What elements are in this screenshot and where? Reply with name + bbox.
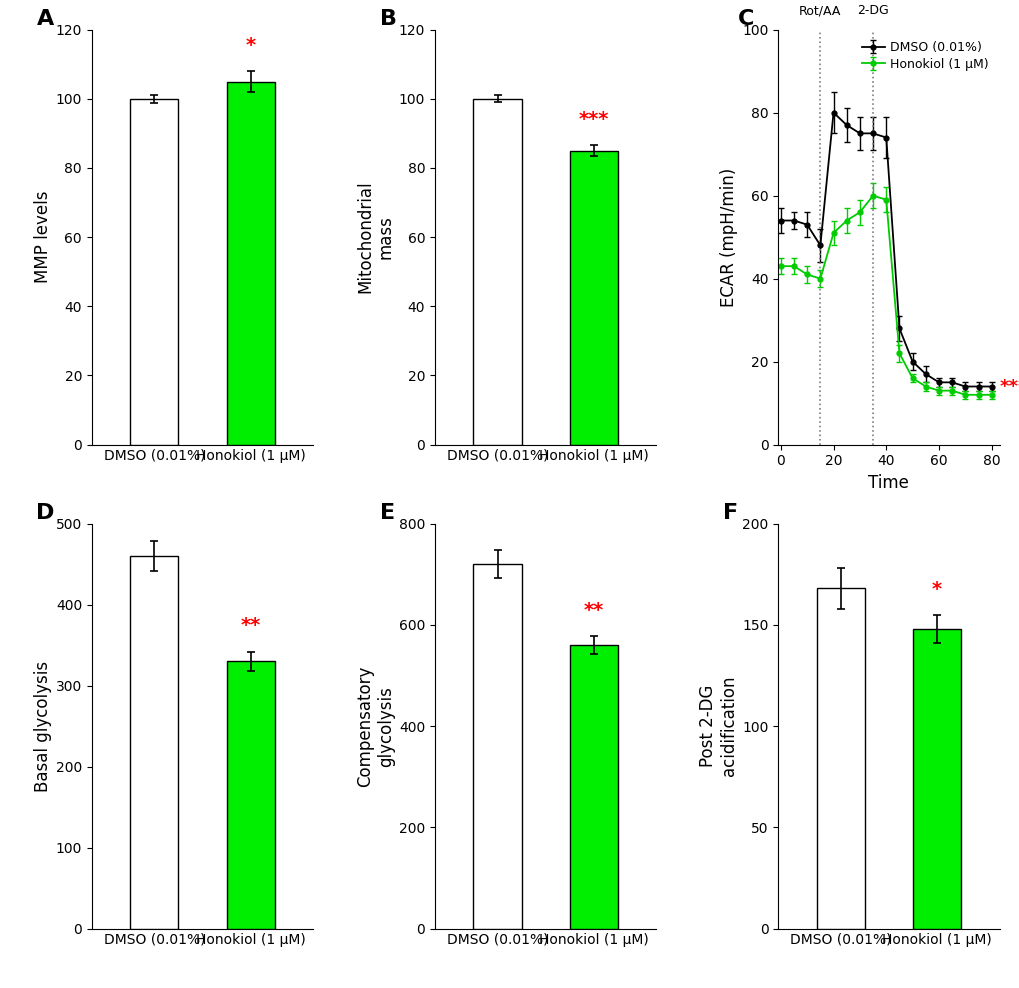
Bar [130, 556, 178, 929]
Bar [473, 99, 521, 445]
Text: Rot/AA: Rot/AA [799, 4, 841, 17]
Bar [912, 629, 960, 929]
Y-axis label: MMP levels: MMP levels [34, 191, 52, 284]
Bar [816, 589, 864, 929]
Bar [570, 645, 618, 929]
Text: ***: *** [999, 377, 1019, 395]
Y-axis label: Compensatory
glycolysis: Compensatory glycolysis [356, 666, 394, 786]
Bar [226, 82, 274, 445]
Legend: DMSO (0.01%), Honokiol (1 μM): DMSO (0.01%), Honokiol (1 μM) [856, 36, 993, 76]
Text: B: B [379, 9, 396, 29]
Bar [570, 150, 618, 445]
X-axis label: Time: Time [867, 474, 909, 492]
Text: ***: *** [578, 110, 608, 128]
Text: **: ** [240, 617, 261, 635]
Bar [130, 99, 178, 445]
Bar [226, 661, 274, 929]
Text: *: * [246, 36, 256, 54]
Text: E: E [379, 504, 394, 524]
Y-axis label: Post 2-DG
acidification: Post 2-DG acidification [698, 676, 737, 777]
Text: 2-DG: 2-DG [856, 4, 889, 17]
Y-axis label: ECAR (mpH/min): ECAR (mpH/min) [719, 168, 737, 306]
Text: D: D [37, 504, 55, 524]
Y-axis label: Mitochondrial
mass: Mitochondrial mass [356, 181, 394, 293]
Text: F: F [722, 504, 737, 524]
Text: *: * [931, 580, 942, 599]
Text: **: ** [583, 601, 603, 619]
Text: C: C [738, 9, 754, 29]
Text: A: A [37, 9, 54, 29]
Bar [473, 564, 521, 929]
Y-axis label: Basal glycolysis: Basal glycolysis [34, 661, 52, 791]
